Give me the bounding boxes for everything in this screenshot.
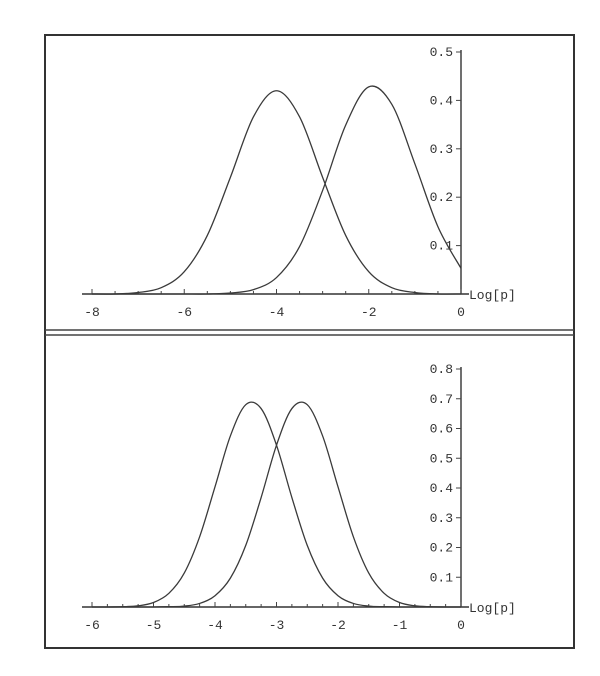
y-tick-label: 0.5 (430, 451, 453, 466)
y-tick-label: 0.8 (430, 362, 453, 377)
x-axis-label: Log[p] (469, 288, 516, 303)
y-tick-label: 0.6 (430, 422, 453, 437)
bottom-plot: -6 -5 -4 -3 -2 -1 0 0.1 0.2 0.3 0.4 0.5 0.6 0.7 0.8 Log… (82, 362, 516, 633)
x-tick-label: -8 (84, 305, 100, 320)
x-tick-label: 0 (457, 305, 465, 320)
y-tick-label: 0.7 (430, 392, 453, 407)
x-tick-label: -2 (330, 618, 346, 633)
y-tick-label: 0.2 (430, 541, 453, 556)
x-tick-label: -1 (392, 618, 408, 633)
y-tick-label: 0.3 (430, 511, 453, 526)
series-1-curve (91, 90, 462, 295)
y-tick-label: 0.5 (430, 45, 453, 60)
top-plot: -8 -6 -4 -2 0 0.1 0.2 0.3 0.4 0.5 Log[p] (82, 45, 516, 320)
y-tick-label: 0.4 (430, 93, 454, 108)
x-tick-label: -4 (269, 305, 285, 320)
x-tick-label: -4 (207, 618, 223, 633)
series-2-curve (91, 85, 462, 295)
series-1-curve (91, 401, 461, 608)
x-tick-label: -2 (361, 305, 377, 320)
x-tick-label: -3 (269, 618, 285, 633)
x-axis-label: Log[p] (469, 601, 516, 616)
x-tick-label: -5 (146, 618, 162, 633)
x-tick-label: -6 (176, 305, 192, 320)
y-tick-label: 0.4 (430, 481, 454, 496)
series-2-curve (91, 401, 462, 608)
y-tick-label: 0.1 (430, 570, 454, 585)
y-tick-label: 0.2 (430, 190, 453, 205)
x-tick-label: -6 (84, 618, 100, 633)
y-tick-label: 0.3 (430, 142, 453, 157)
outer-frame (44, 34, 575, 649)
x-tick-label: 0 (457, 618, 465, 633)
y-tick-label: 0.1 (430, 239, 454, 254)
